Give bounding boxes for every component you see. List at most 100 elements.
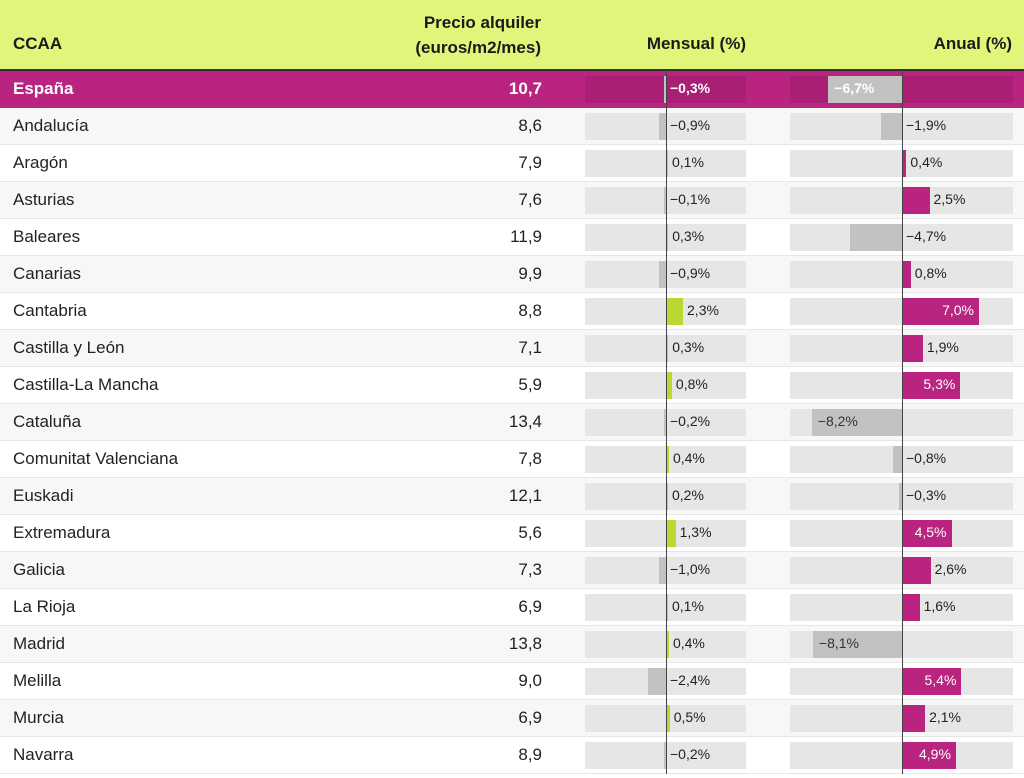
monthly-bar <box>666 150 668 177</box>
annual-bar <box>902 150 907 177</box>
monthly-bar <box>666 631 669 658</box>
rent-price: 10,7 <box>508 79 542 98</box>
monthly-value-label: −0,2% <box>670 413 711 429</box>
annual-zero-axis <box>902 441 903 478</box>
monthly-bar-track <box>585 594 746 621</box>
monthly-bar <box>666 372 672 399</box>
annual-zero-axis <box>902 478 903 515</box>
annual-zero-axis <box>902 293 903 330</box>
table-row: Comunitat Valenciana 7,8 0,4% −0,8% <box>0 441 1024 478</box>
monthly-value-label: −2,4% <box>670 672 711 688</box>
monthly-bar <box>666 224 669 251</box>
table-header: CCAA Precio alquiler (euros/m2/mes) Mens… <box>0 0 1024 71</box>
region-name: Comunitat Valenciana <box>13 449 179 468</box>
annual-zero-axis <box>902 256 903 293</box>
annual-bar <box>902 335 923 362</box>
table-row: Andalucía 8,6 −0,9% −1,9% <box>0 108 1024 145</box>
annual-bar <box>828 76 902 103</box>
monthly-zero-axis <box>666 293 667 330</box>
annual-zero-axis <box>902 145 903 182</box>
region-name: Madrid <box>13 634 65 653</box>
rent-price: 9,0 <box>518 671 542 690</box>
region-name: Baleares <box>13 227 81 246</box>
region-name: Canarias <box>13 264 82 283</box>
annual-bar-track <box>790 150 1013 177</box>
annual-bar-track <box>790 261 1013 288</box>
monthly-bar-track <box>585 335 746 362</box>
rent-price: 8,6 <box>518 116 542 135</box>
monthly-bar-track <box>585 483 746 510</box>
monthly-value-label: −0,3% <box>670 80 711 96</box>
header-price-line1: Precio alquiler <box>423 13 541 32</box>
annual-value-label: 2,1% <box>929 709 962 725</box>
annual-value-label: 5,4% <box>924 672 957 688</box>
region-name: Melilla <box>13 671 62 690</box>
region-name: Aragón <box>13 153 68 172</box>
table-row: Murcia 6,9 0,5% 2,1% <box>0 700 1024 737</box>
region-name: Andalucía <box>13 116 89 135</box>
annual-zero-axis <box>902 626 903 663</box>
monthly-zero-axis <box>666 108 667 145</box>
annual-value-label: −6,7% <box>834 80 875 96</box>
monthly-value-label: 0,2% <box>672 487 704 503</box>
region-name: Navarra <box>13 745 74 764</box>
annual-bar <box>881 113 902 140</box>
monthly-bar <box>666 705 670 732</box>
annual-zero-axis <box>902 700 903 737</box>
region-name: Murcia <box>13 708 65 727</box>
region-name: Galicia <box>13 560 65 579</box>
annual-value-label: −1,9% <box>906 117 947 133</box>
rent-price: 5,6 <box>518 523 542 542</box>
monthly-bar <box>666 298 684 325</box>
annual-value-label: 1,6% <box>923 598 956 614</box>
rent-price: 5,9 <box>518 375 542 394</box>
monthly-value-label: −0,9% <box>670 117 711 133</box>
region-name: La Rioja <box>13 597 76 616</box>
rent-price: 12,1 <box>508 486 542 505</box>
annual-value-label: 7,0% <box>942 302 974 318</box>
annual-zero-axis <box>902 108 903 145</box>
annual-zero-axis <box>902 71 903 108</box>
monthly-bar <box>664 187 666 214</box>
region-name: Asturias <box>13 190 75 209</box>
rent-price: 13,4 <box>508 412 542 431</box>
monthly-value-label: 0,1% <box>672 598 704 614</box>
annual-bar <box>902 261 911 288</box>
annual-bar <box>902 705 926 732</box>
monthly-zero-axis <box>666 367 667 404</box>
header-ccaa: CCAA <box>13 34 63 53</box>
rent-price: 7,9 <box>518 153 542 172</box>
annual-value-label: 0,8% <box>914 265 947 281</box>
table-row: Navarra 8,9 −0,2% 4,9% <box>0 737 1024 774</box>
annual-bar <box>893 446 902 473</box>
annual-bar <box>898 483 902 510</box>
annual-zero-axis <box>902 367 903 404</box>
annual-value-label: −4,7% <box>906 228 947 244</box>
monthly-zero-axis <box>666 700 667 737</box>
annual-bar-track <box>790 187 1013 214</box>
table-row: Castilla y León 7,1 0,3% 1,9% <box>0 330 1024 367</box>
monthly-value-label: −0,1% <box>670 191 711 207</box>
monthly-value-label: 0,8% <box>675 376 708 392</box>
table-row: Melilla 9,0 −2,4% 5,4% <box>0 663 1024 700</box>
annual-zero-axis <box>902 737 903 774</box>
monthly-value-label: −0,2% <box>670 746 711 762</box>
monthly-zero-axis <box>666 145 667 182</box>
annual-value-label: 2,5% <box>933 191 966 207</box>
region-name: Cataluña <box>13 412 82 431</box>
monthly-zero-axis <box>666 182 667 219</box>
annual-bar <box>902 298 979 325</box>
annual-bar-track <box>790 705 1013 732</box>
monthly-bar <box>666 446 669 473</box>
annual-bar <box>902 187 930 214</box>
table-row: Galicia 7,3 −1,0% 2,6% <box>0 552 1024 589</box>
annual-value-label: 0,4% <box>910 154 943 170</box>
rent-price: 13,8 <box>508 634 542 653</box>
header-annual: Anual (%) <box>933 34 1012 53</box>
annual-zero-axis <box>902 552 903 589</box>
header-monthly: Mensual (%) <box>646 34 746 53</box>
monthly-value-label: 0,3% <box>672 339 705 355</box>
monthly-value-label: 0,3% <box>672 228 705 244</box>
monthly-zero-axis <box>666 737 667 774</box>
table-row: Cantabria 8,8 2,3% 7,0% <box>0 293 1024 330</box>
